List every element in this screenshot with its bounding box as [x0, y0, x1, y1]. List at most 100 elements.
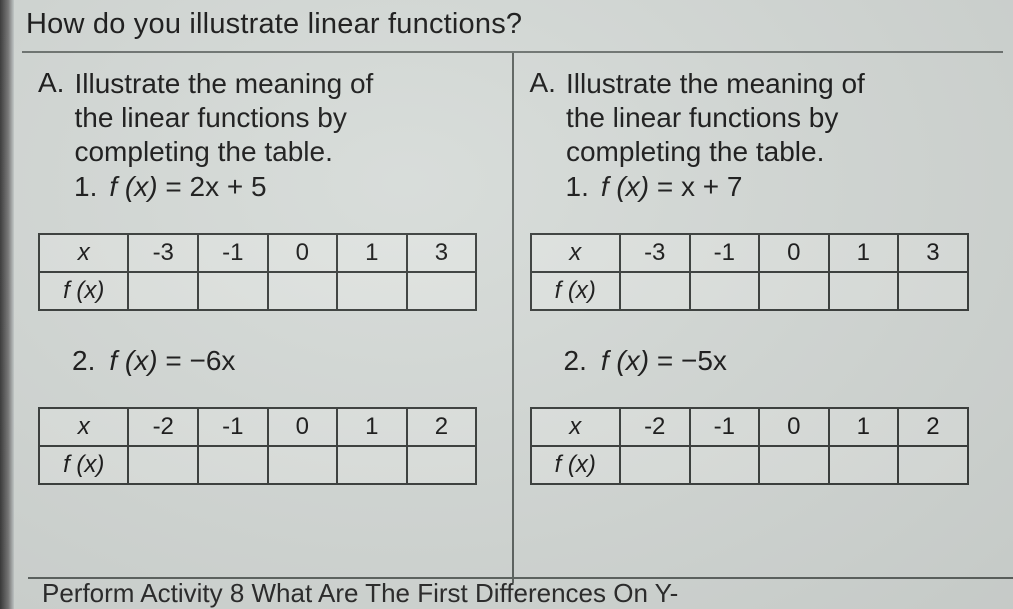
- row-header-x: x: [39, 234, 128, 272]
- fx-blank: [268, 446, 338, 484]
- item-number: 1.: [74, 171, 97, 203]
- formula-eq: =: [657, 171, 673, 202]
- table-row: f (x): [39, 446, 476, 484]
- x-value: -2: [620, 408, 690, 446]
- fx-blank: [337, 272, 407, 310]
- x-value: 1: [337, 234, 407, 272]
- x-value: 3: [898, 234, 968, 272]
- formula-lhs: f (x): [109, 345, 157, 376]
- fx-blank: [407, 446, 477, 484]
- table-2-right: x -2 -1 0 1 2 f (x): [530, 407, 969, 485]
- formula: f (x) = x + 7: [601, 171, 743, 203]
- row-header-x: x: [531, 408, 620, 446]
- item-2-left: 2. f (x) = −6x: [38, 345, 496, 377]
- x-value: 2: [898, 408, 968, 446]
- row-header-fx: f (x): [39, 272, 128, 310]
- x-value: -1: [198, 408, 268, 446]
- fx-blank: [620, 272, 690, 310]
- section-letter: A.: [38, 67, 64, 99]
- x-value: 0: [268, 408, 338, 446]
- prompt-text: Illustrate the meaning of the linear fun…: [74, 67, 373, 169]
- fx-blank: [337, 446, 407, 484]
- row-header-fx: f (x): [531, 272, 620, 310]
- main-question: How do you illustrate linear functions?: [22, 6, 1003, 53]
- table-row: x -2 -1 0 1 2: [39, 408, 476, 446]
- item-number: 1.: [566, 171, 589, 203]
- row-header-x: x: [39, 408, 128, 446]
- fx-blank: [268, 272, 338, 310]
- x-value: 1: [829, 408, 899, 446]
- x-value: -1: [690, 408, 760, 446]
- item-1-right: 1. f (x) = x + 7: [530, 171, 988, 203]
- fx-blank: [759, 446, 829, 484]
- table-row: f (x): [531, 272, 968, 310]
- fx-blank: [407, 272, 477, 310]
- two-column-layout: A. Illustrate the meaning of the linear …: [22, 53, 1003, 583]
- x-value: 1: [829, 234, 899, 272]
- x-value: -2: [128, 408, 198, 446]
- formula-rhs: −6x: [190, 345, 236, 376]
- section-letter: A.: [530, 67, 556, 99]
- prompt-text: Illustrate the meaning of the linear fun…: [566, 67, 865, 169]
- x-value: 3: [407, 234, 477, 272]
- fx-blank: [198, 446, 268, 484]
- item-2-right: 2. f (x) = −5x: [530, 345, 988, 377]
- table-2-left: x -2 -1 0 1 2 f (x): [38, 407, 477, 485]
- footer-cutoff-text: Perform Activity 8 What Are The First Di…: [28, 578, 1013, 609]
- fx-blank: [690, 272, 760, 310]
- row-header-fx: f (x): [39, 446, 128, 484]
- table-row: x -3 -1 0 1 3: [531, 234, 968, 272]
- row-header-x: x: [531, 234, 620, 272]
- prompt-a-right: A. Illustrate the meaning of the linear …: [530, 67, 988, 169]
- item-number: 2.: [72, 345, 95, 377]
- x-value: -3: [128, 234, 198, 272]
- x-value: -1: [690, 234, 760, 272]
- formula-rhs: 2x + 5: [190, 171, 267, 202]
- table-row: x -2 -1 0 1 2: [531, 408, 968, 446]
- formula: f (x) = −5x: [601, 345, 727, 377]
- fx-blank: [759, 272, 829, 310]
- fx-blank: [620, 446, 690, 484]
- formula: f (x) = −6x: [109, 345, 235, 377]
- row-header-fx: f (x): [531, 446, 620, 484]
- formula-lhs: f (x): [601, 171, 649, 202]
- x-value: 2: [407, 408, 477, 446]
- scan-edge-shadow: [0, 0, 14, 609]
- worksheet-page: How do you illustrate linear functions? …: [14, 0, 1013, 609]
- formula-eq: =: [165, 171, 181, 202]
- prompt-line: Illustrate the meaning of: [74, 68, 373, 99]
- formula-eq: =: [165, 345, 181, 376]
- formula-lhs: f (x): [601, 345, 649, 376]
- formula-rhs: x + 7: [681, 171, 742, 202]
- prompt-line: Illustrate the meaning of: [566, 68, 865, 99]
- table-row: f (x): [531, 446, 968, 484]
- fx-blank: [690, 446, 760, 484]
- fx-blank: [128, 272, 198, 310]
- fx-blank: [198, 272, 268, 310]
- item-number: 2.: [564, 345, 587, 377]
- prompt-line: the linear functions by: [74, 102, 346, 133]
- table-1-right: x -3 -1 0 1 3 f (x): [530, 233, 969, 311]
- x-value: -1: [198, 234, 268, 272]
- x-value: 1: [337, 408, 407, 446]
- prompt-line: completing the table.: [74, 136, 332, 167]
- prompt-line: completing the table.: [566, 136, 824, 167]
- fx-blank: [128, 446, 198, 484]
- column-right: A. Illustrate the meaning of the linear …: [514, 53, 1004, 583]
- item-1-left: 1. f (x) = 2x + 5: [38, 171, 496, 203]
- x-value: 0: [759, 234, 829, 272]
- x-value: 0: [268, 234, 338, 272]
- x-value: -3: [620, 234, 690, 272]
- formula: f (x) = 2x + 5: [109, 171, 266, 203]
- formula-eq: =: [657, 345, 673, 376]
- formula-rhs: −5x: [681, 345, 727, 376]
- table-row: x -3 -1 0 1 3: [39, 234, 476, 272]
- fx-blank: [829, 272, 899, 310]
- fx-blank: [898, 446, 968, 484]
- table-row: f (x): [39, 272, 476, 310]
- prompt-a-left: A. Illustrate the meaning of the linear …: [38, 67, 496, 169]
- fx-blank: [829, 446, 899, 484]
- prompt-line: the linear functions by: [566, 102, 838, 133]
- fx-blank: [898, 272, 968, 310]
- x-value: 0: [759, 408, 829, 446]
